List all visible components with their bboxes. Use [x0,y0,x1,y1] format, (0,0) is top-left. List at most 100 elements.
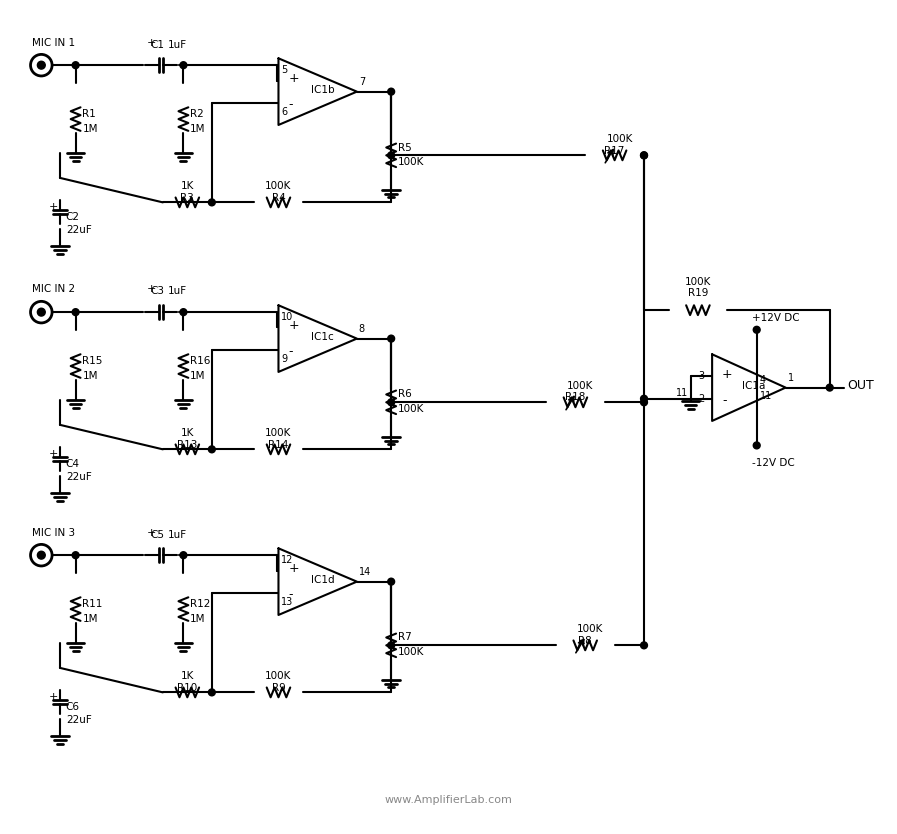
Text: C1: C1 [150,39,164,49]
Circle shape [208,446,215,453]
Text: C4: C4 [65,459,80,469]
Text: 1K: 1K [180,671,194,681]
Circle shape [388,578,395,585]
Text: 1uF: 1uF [168,530,187,540]
Circle shape [208,199,215,206]
Text: 2: 2 [698,394,704,404]
Text: 10: 10 [282,312,293,322]
Text: +: + [288,72,299,85]
Text: 1K: 1K [180,428,194,438]
Text: 100K: 100K [577,624,604,634]
Text: 13: 13 [282,596,293,606]
Text: R6: R6 [398,389,412,399]
Text: +: + [288,319,299,332]
Text: 1M: 1M [83,371,98,381]
Text: R13: R13 [177,440,197,450]
Text: +: + [146,528,156,538]
Text: C3: C3 [150,286,164,296]
Text: 100K: 100K [266,428,292,438]
Text: 1M: 1M [190,614,205,624]
Text: R14: R14 [268,440,289,450]
Text: +: + [48,203,57,213]
Text: 22uF: 22uF [65,472,91,482]
Circle shape [72,309,79,315]
Text: 100K: 100K [398,157,424,167]
Text: +: + [722,368,733,381]
Text: 100K: 100K [567,381,594,391]
Circle shape [388,88,395,95]
Text: R16: R16 [190,356,211,366]
Text: 12: 12 [282,555,294,565]
Text: www.AmplifierLab.com: www.AmplifierLab.com [385,795,512,805]
Circle shape [753,326,760,334]
Text: +12V DC: +12V DC [752,313,799,323]
Text: 11: 11 [760,390,772,400]
Circle shape [180,62,187,68]
Text: 100K: 100K [684,277,711,287]
Text: 4: 4 [760,374,766,384]
Text: 3: 3 [698,371,704,381]
Text: R11: R11 [83,599,103,609]
Text: 1: 1 [788,373,794,383]
Circle shape [72,62,79,68]
Circle shape [38,61,45,69]
Text: R3: R3 [180,193,195,203]
Text: C5: C5 [150,530,164,540]
Text: C6: C6 [65,702,80,712]
Text: R4: R4 [272,193,285,203]
Text: 100K: 100K [398,404,424,414]
Text: 1uF: 1uF [168,286,187,296]
Circle shape [388,399,395,405]
Circle shape [640,152,648,158]
Circle shape [640,152,648,158]
Text: R19: R19 [688,289,708,299]
Circle shape [38,551,45,559]
Text: +: + [146,284,156,294]
Text: R9: R9 [272,682,285,692]
Text: 22uF: 22uF [65,715,91,725]
Circle shape [38,309,45,316]
Circle shape [208,689,215,696]
Text: 1K: 1K [180,181,194,191]
Text: -: - [722,394,727,407]
Text: MIC IN 1: MIC IN 1 [31,38,74,48]
Text: 11: 11 [676,388,689,398]
Text: IC1c: IC1c [311,332,334,342]
Circle shape [388,642,395,649]
Circle shape [388,335,395,342]
Text: -: - [288,588,292,601]
Text: 5: 5 [282,65,288,75]
Text: R15: R15 [83,356,103,366]
Text: R7: R7 [398,632,412,642]
Text: R18: R18 [565,393,586,403]
Text: IC1b: IC1b [310,85,335,95]
Text: 6: 6 [282,107,288,117]
Text: 1M: 1M [190,371,205,381]
Circle shape [640,642,648,649]
Text: 14: 14 [359,567,371,577]
Text: 100K: 100K [606,133,632,143]
Text: OUT: OUT [848,379,874,392]
Text: R12: R12 [190,599,211,609]
Circle shape [826,384,833,391]
Circle shape [72,552,79,559]
Text: R17: R17 [605,146,625,155]
Text: IC1a: IC1a [742,380,765,390]
Text: 8: 8 [359,324,365,334]
Text: C2: C2 [65,212,80,222]
Text: 100K: 100K [266,181,292,191]
Text: 100K: 100K [266,671,292,681]
Text: +: + [48,450,57,460]
Text: R2: R2 [190,109,204,119]
Text: -: - [288,345,292,358]
Circle shape [640,395,648,402]
Text: R5: R5 [398,143,412,153]
Circle shape [388,152,395,158]
Text: +: + [146,38,156,48]
Text: 22uF: 22uF [65,225,91,235]
Text: -12V DC: -12V DC [752,458,795,468]
Text: 9: 9 [282,354,288,364]
Text: R1: R1 [83,109,96,119]
Text: +: + [288,562,299,575]
Text: IC1d: IC1d [310,575,335,585]
